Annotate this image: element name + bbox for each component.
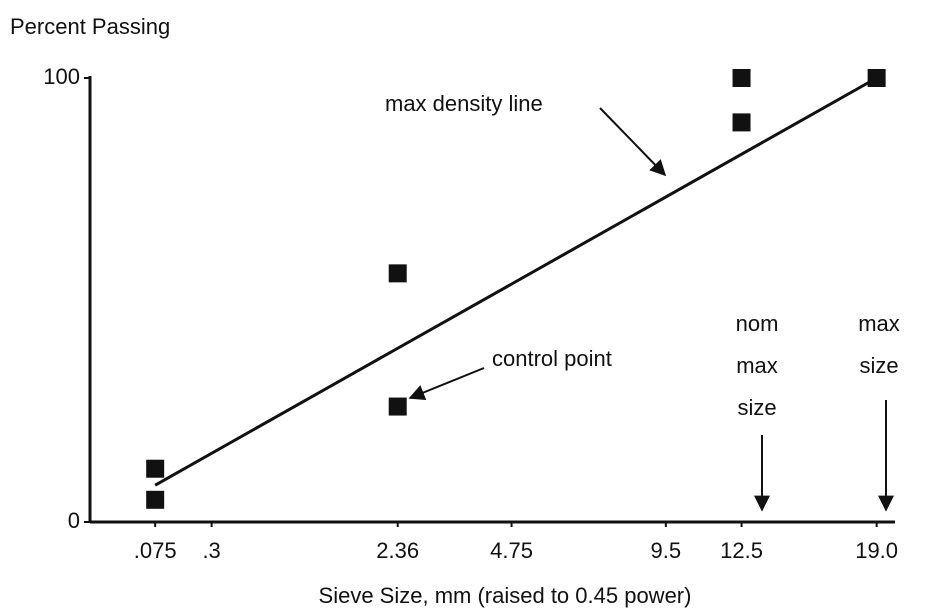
annotation-arrow bbox=[408, 367, 485, 401]
x-tick-label: .075 bbox=[134, 538, 177, 563]
annotation: max density line bbox=[385, 91, 543, 116]
data-point bbox=[388, 264, 407, 283]
x-tick-label: 4.75 bbox=[490, 538, 533, 563]
data-point bbox=[388, 397, 407, 416]
annotation: size bbox=[859, 353, 898, 378]
max-density-line bbox=[154, 76, 878, 487]
data-point bbox=[732, 113, 751, 132]
x-tick-label: 19.0 bbox=[855, 538, 898, 563]
y-axis-label: Percent Passing bbox=[10, 14, 170, 39]
data-point bbox=[146, 459, 165, 478]
x-tick-label: 12.5 bbox=[720, 538, 763, 563]
y-tick-label: 0 bbox=[68, 508, 80, 533]
annotation: nom bbox=[736, 311, 779, 336]
data-point bbox=[146, 490, 165, 509]
x-axis-label: Sieve Size, mm (raised to 0.45 power) bbox=[319, 583, 692, 608]
annotation: max bbox=[736, 353, 778, 378]
y-tick-label: 100 bbox=[43, 64, 80, 89]
x-tick-label: 9.5 bbox=[651, 538, 682, 563]
annotation: size bbox=[737, 395, 776, 420]
annotation: control point bbox=[492, 346, 612, 371]
x-tick-label: .3 bbox=[202, 538, 220, 563]
annotation-arrow bbox=[599, 107, 667, 177]
annotation: max bbox=[858, 311, 900, 336]
x-tick-label: 2.36 bbox=[376, 538, 419, 563]
data-point bbox=[732, 69, 751, 87]
